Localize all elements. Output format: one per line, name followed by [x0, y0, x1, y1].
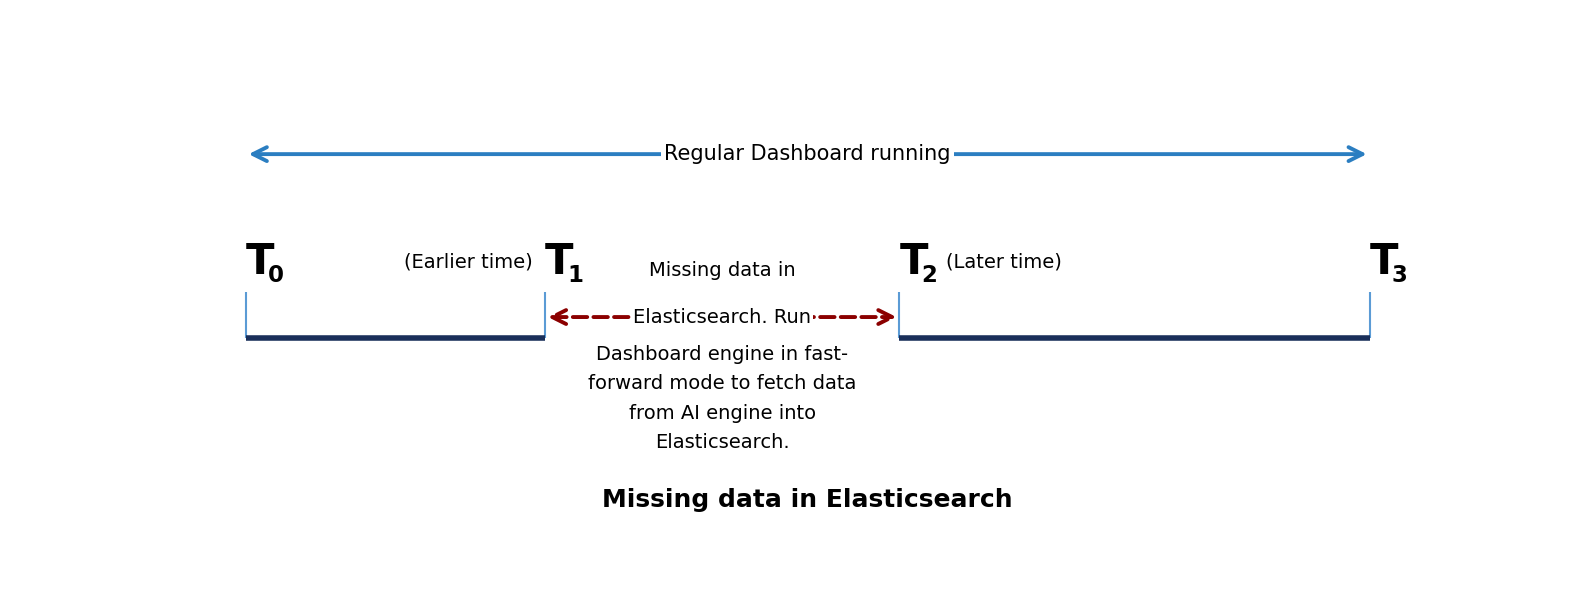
Text: T: T — [900, 241, 928, 283]
Text: T: T — [246, 241, 274, 283]
Text: Missing data in Elasticsearch: Missing data in Elasticsearch — [602, 488, 1013, 512]
Text: 0: 0 — [268, 264, 284, 287]
Text: (Earlier time): (Earlier time) — [403, 252, 539, 271]
Text: 3: 3 — [1392, 264, 1407, 287]
Text: 1: 1 — [567, 264, 583, 287]
Text: Elasticsearch. Run: Elasticsearch. Run — [634, 308, 812, 327]
Text: Dashboard engine in fast-
forward mode to fetch data
from AI engine into
Elastic: Dashboard engine in fast- forward mode t… — [588, 344, 856, 452]
Text: Regular Dashboard running: Regular Dashboard running — [665, 144, 950, 164]
Text: T: T — [1370, 241, 1398, 283]
Text: 2: 2 — [922, 264, 938, 287]
Text: (Later time): (Later time) — [946, 252, 1062, 271]
Text: Missing data in: Missing data in — [649, 261, 796, 280]
Text: T: T — [545, 241, 574, 283]
